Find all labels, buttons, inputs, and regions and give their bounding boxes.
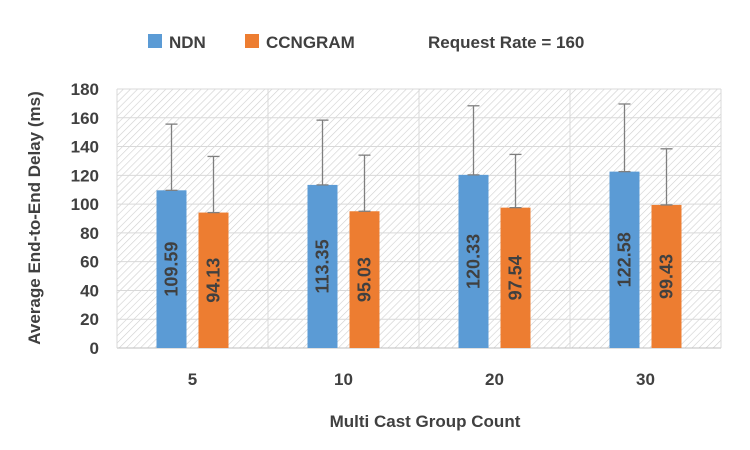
category-dividers <box>116 89 722 348</box>
y-tick-label: 40 <box>80 281 99 300</box>
data-label-ndn-30: 122.58 <box>615 232 635 287</box>
bar-ccngram-30 <box>651 204 682 348</box>
bar-ndn-30 <box>609 171 640 348</box>
y-tick-label: 180 <box>71 80 99 99</box>
x-tick-label: 30 <box>636 370 655 389</box>
data-label-ccngram-30: 99.43 <box>657 254 677 299</box>
legend-label-ndn: NDN <box>169 33 206 52</box>
y-axis-title: Average End-to-End Delay (ms) <box>25 91 44 344</box>
x-tick-label: 10 <box>334 370 353 389</box>
bar-ccngram-20 <box>500 207 531 348</box>
y-tick-label: 0 <box>90 339 99 358</box>
data-label-ndn-10: 113.35 <box>313 239 333 293</box>
y-tick-label: 100 <box>71 195 99 214</box>
legend: NDN CCNGRAM Request Rate = 160 <box>148 33 584 52</box>
x-axis-title: Multi Cast Group Count <box>330 412 521 431</box>
data-label-ccngram-20: 97.54 <box>506 255 526 300</box>
data-label-ndn-20: 120.33 <box>464 234 484 289</box>
bar-ndn-20 <box>458 174 489 348</box>
bar-ccngram-5 <box>198 212 229 348</box>
y-tick-label: 80 <box>80 224 99 243</box>
bar-ndn-10 <box>307 184 338 348</box>
error-bars <box>165 103 673 214</box>
y-tick-label: 60 <box>80 253 99 272</box>
data-label-ndn-5: 109.59 <box>162 242 182 297</box>
bar-ndn-5 <box>156 190 187 348</box>
bars <box>156 171 682 348</box>
x-tick-labels: 5 10 20 30 <box>188 370 655 389</box>
x-tick-label: 20 <box>485 370 504 389</box>
request-rate-annotation: Request Rate = 160 <box>428 33 584 52</box>
x-tick-label: 5 <box>188 370 197 389</box>
data-labels: 109.59 94.13 113.35 95.03 120.33 97.54 122.58 9… <box>162 232 677 303</box>
data-label-ccngram-10: 95.03 <box>355 257 375 302</box>
data-label-ccngram-5: 94.13 <box>204 258 224 303</box>
y-tick-label: 20 <box>80 310 99 329</box>
y-tick-label: 120 <box>71 166 99 185</box>
legend-swatch-ndn <box>148 34 162 48</box>
y-tick-labels: 0 20 40 60 80 100 120 140 160 180 <box>71 80 99 358</box>
legend-label-ccngram: CCNGRAM <box>266 33 355 52</box>
legend-swatch-ccngram <box>245 34 259 48</box>
y-tick-label: 160 <box>71 109 99 128</box>
bar-ccngram-10 <box>349 211 380 348</box>
y-tick-label: 140 <box>71 138 99 157</box>
